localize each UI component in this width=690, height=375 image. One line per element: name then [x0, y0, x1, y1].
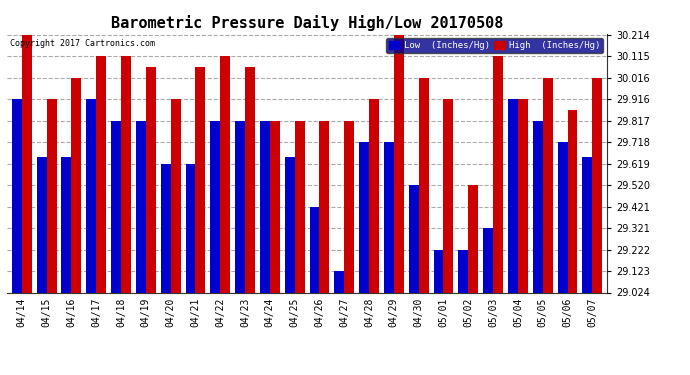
Bar [96, 56, 106, 292]
Bar [469, 185, 478, 292]
Bar [335, 271, 344, 292]
Bar [533, 121, 543, 292]
Legend: Low  (Inches/Hg), High  (Inches/Hg): Low (Inches/Hg), High (Inches/Hg) [386, 38, 602, 53]
Bar [22, 35, 32, 292]
Bar [483, 228, 493, 292]
Bar [220, 56, 230, 292]
Bar [444, 99, 453, 292]
Bar [146, 67, 156, 292]
Bar [235, 121, 245, 292]
Bar [394, 35, 404, 292]
Bar [37, 157, 47, 292]
Bar [310, 207, 319, 292]
Bar [344, 121, 354, 292]
Bar [543, 78, 553, 292]
Title: Barometric Pressure Daily High/Low 20170508: Barometric Pressure Daily High/Low 20170… [111, 15, 503, 31]
Bar [210, 121, 220, 292]
Bar [433, 250, 444, 292]
Bar [61, 157, 71, 292]
Bar [295, 121, 304, 292]
Bar [260, 121, 270, 292]
Bar [12, 99, 22, 292]
Bar [245, 67, 255, 292]
Bar [285, 157, 295, 292]
Bar [493, 56, 503, 292]
Bar [582, 157, 592, 292]
Bar [518, 99, 528, 292]
Bar [186, 164, 195, 292]
Bar [384, 142, 394, 292]
Bar [508, 99, 518, 292]
Bar [86, 99, 96, 292]
Bar [71, 78, 81, 292]
Bar [136, 121, 146, 292]
Bar [567, 110, 578, 292]
Bar [408, 185, 419, 292]
Bar [270, 121, 279, 292]
Bar [458, 250, 469, 292]
Bar [47, 99, 57, 292]
Bar [111, 121, 121, 292]
Bar [170, 99, 181, 292]
Bar [558, 142, 567, 292]
Bar [419, 78, 428, 292]
Text: Copyright 2017 Cartronics.com: Copyright 2017 Cartronics.com [10, 39, 155, 48]
Bar [369, 99, 379, 292]
Bar [121, 56, 131, 292]
Bar [319, 121, 329, 292]
Bar [592, 78, 602, 292]
Bar [161, 164, 170, 292]
Bar [195, 67, 206, 292]
Bar [359, 142, 369, 292]
